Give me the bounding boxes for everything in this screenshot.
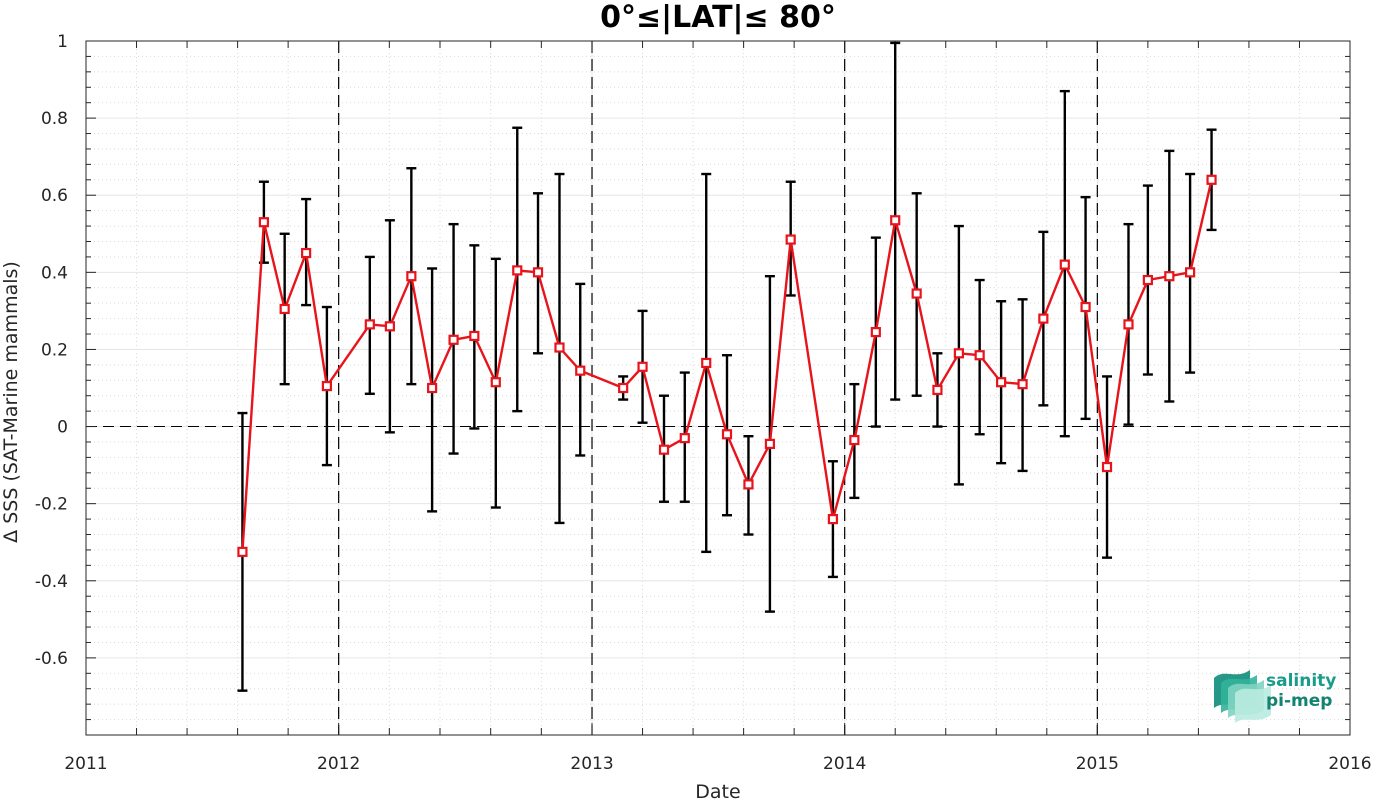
data-point-marker bbox=[953, 348, 964, 359]
x-axis-label: Date bbox=[695, 781, 740, 801]
data-point-marker bbox=[1164, 271, 1175, 282]
data-point-marker bbox=[301, 247, 312, 259]
data-point-marker bbox=[721, 429, 733, 440]
data-point-marker bbox=[237, 546, 248, 557]
x-tick-label: 2013 bbox=[570, 754, 613, 774]
data-point-marker bbox=[469, 330, 480, 342]
data-point-marker bbox=[279, 303, 290, 315]
major-grid bbox=[85, 40, 1351, 736]
series-line bbox=[241, 179, 1213, 552]
minor-grid bbox=[86, 41, 1350, 735]
logo-line1: salinity bbox=[1266, 671, 1336, 691]
axis-ticks bbox=[85, 40, 1351, 735]
y-tick-label: -0.4 bbox=[35, 572, 68, 592]
y-tick-label: -0.2 bbox=[35, 495, 68, 515]
data-point-marker bbox=[618, 382, 629, 394]
data-point-marker bbox=[890, 215, 901, 226]
x-tick-label: 2015 bbox=[1076, 754, 1119, 774]
data-point-marker bbox=[1123, 319, 1134, 330]
data-point-marker bbox=[512, 265, 523, 276]
salinity-pi-mep-logo: salinity pi-mep bbox=[1214, 670, 1336, 723]
data-point-marker bbox=[532, 267, 544, 278]
data-point-marker bbox=[427, 382, 438, 394]
error-bars bbox=[237, 41, 1217, 692]
data-point-marker bbox=[679, 433, 690, 444]
x-tick-label: 2014 bbox=[823, 754, 866, 774]
wave-logo-icon bbox=[1214, 670, 1271, 723]
logo-line2: pi-mep bbox=[1266, 691, 1332, 711]
data-point-marker bbox=[764, 438, 776, 450]
data-point-marker bbox=[658, 444, 670, 455]
axes-box bbox=[85, 40, 1351, 736]
data-point-marker bbox=[637, 361, 648, 372]
data-point-marker bbox=[932, 384, 943, 396]
y-tick-label: 0 bbox=[57, 418, 68, 438]
data-point-marker bbox=[785, 234, 796, 245]
data-point-marker bbox=[701, 357, 712, 369]
series-path bbox=[241, 179, 1213, 552]
data-point-marker bbox=[974, 350, 985, 361]
data-point-marker bbox=[575, 365, 586, 376]
x-tick-label: 2011 bbox=[64, 754, 107, 774]
data-point-marker bbox=[448, 334, 459, 345]
data-point-marker bbox=[1059, 259, 1070, 270]
data-point-marker bbox=[364, 319, 375, 330]
data-point-marker bbox=[1080, 301, 1091, 313]
y-tick-label: -0.6 bbox=[35, 649, 68, 669]
data-point-marker bbox=[1038, 313, 1049, 324]
data-point-marker bbox=[996, 377, 1007, 388]
data-point-marker bbox=[490, 377, 501, 388]
data-point-marker bbox=[1184, 267, 1196, 278]
data-point-marker bbox=[1017, 379, 1028, 390]
chart-title: 0°≤|LAT|≤ 80° bbox=[600, 0, 836, 35]
data-point-marker bbox=[849, 434, 860, 446]
data-point-marker bbox=[406, 271, 417, 282]
data-point-marker bbox=[258, 217, 270, 228]
logo-wave bbox=[1235, 685, 1271, 723]
y-tick-label: 0.2 bbox=[41, 340, 68, 360]
data-point-marker bbox=[1142, 274, 1153, 286]
y-tick-label: 1 bbox=[57, 32, 68, 52]
y-axis-label: Δ SSS (SAT-Marine mammals) bbox=[0, 261, 22, 543]
data-point-marker bbox=[870, 326, 881, 338]
data-point-marker bbox=[911, 288, 922, 299]
x-tick-label: 2012 bbox=[317, 754, 360, 774]
x-tick-label: 2016 bbox=[1328, 754, 1371, 774]
data-point-marker bbox=[1101, 461, 1113, 473]
x-tick-labels: 2011 2012 2013 2014 2015 2016 bbox=[64, 754, 1371, 774]
data-point-marker bbox=[1206, 174, 1217, 185]
data-point-marker bbox=[384, 321, 395, 332]
data-point-marker bbox=[321, 380, 332, 392]
y-tick-label: 0.8 bbox=[41, 109, 68, 129]
y-tick-labels: 1 0.8 0.6 0.4 0.2 0 -0.2 -0.4 -0.6 bbox=[35, 32, 68, 669]
data-point-marker bbox=[554, 342, 565, 353]
data-point-marker bbox=[827, 513, 839, 525]
axes-frame bbox=[85, 40, 1351, 736]
y-tick-label: 0.6 bbox=[41, 186, 68, 206]
data-point-marker bbox=[743, 479, 754, 490]
data-markers bbox=[237, 174, 1217, 557]
y-tick-label: 0.4 bbox=[41, 263, 68, 283]
